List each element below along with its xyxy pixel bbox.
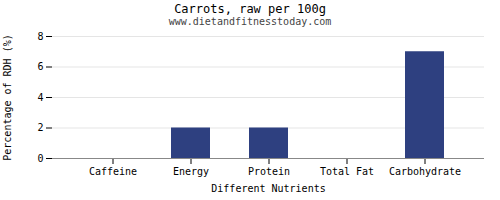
svg-text:2: 2 [37,122,43,133]
svg-text:8: 8 [37,31,43,42]
svg-text:0: 0 [37,153,43,164]
svg-text:4: 4 [37,92,43,103]
svg-text:6: 6 [37,61,43,72]
svg-text:Percentage of RDH (%): Percentage of RDH (%) [2,34,13,160]
html-text:Carrots, raw per 100g: Carrots, raw per 100g [174,2,326,16]
svg-text:Carbohydrate: Carbohydrate [389,166,461,177]
svg-text:Total Fat: Total Fat [320,166,374,177]
svg-text:Protein: Protein [248,166,290,177]
html-text:www.dietandfitnesstoday.com: www.dietandfitnesstoday.com [168,16,332,27]
svg-text:Energy: Energy [173,166,209,177]
svg-text:Caffeine: Caffeine [89,166,137,177]
svg-text:Different Nutrients: Different Nutrients [211,183,325,194]
